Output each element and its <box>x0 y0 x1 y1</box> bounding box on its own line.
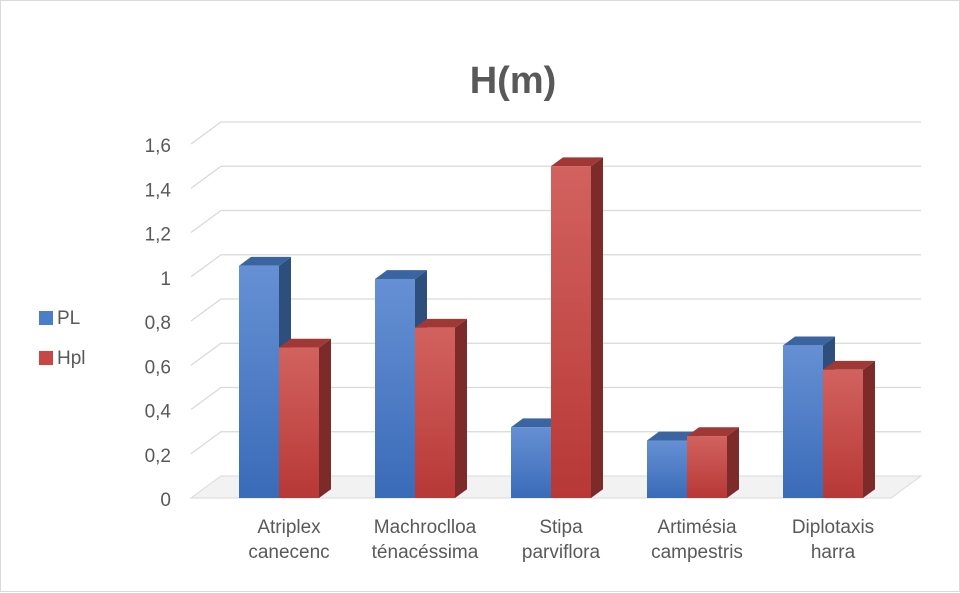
bar-front <box>783 345 823 498</box>
bar-hpl-2 <box>551 157 603 498</box>
legend-label-pl: PL <box>57 308 80 329</box>
y-tick-label: 0,8 <box>145 313 171 334</box>
bar-front <box>551 166 591 498</box>
bar-hpl-0 <box>279 339 331 498</box>
gridline <box>191 122 921 144</box>
bar-front <box>279 348 319 498</box>
bar-side <box>727 427 739 498</box>
y-tick-label: 1,6 <box>145 136 171 157</box>
bar-side <box>319 339 331 498</box>
legend-label-hpl: Hpl <box>57 348 86 369</box>
bar-front <box>375 279 415 498</box>
bar-side <box>591 157 603 498</box>
y-tick-label: 1,2 <box>145 225 171 246</box>
chart-title: H(m) <box>470 60 557 102</box>
bar-front <box>239 266 279 498</box>
bar-side <box>863 361 875 498</box>
bar-front <box>415 328 455 498</box>
legend-swatch-hpl <box>39 351 53 365</box>
y-tick-label: 0,4 <box>145 402 172 423</box>
bar-hpl-1 <box>415 319 467 498</box>
y-tick-label: 1 <box>160 269 171 290</box>
x-tick-label: Machroclloa ténacéssima <box>372 517 479 563</box>
bar-hpl-3 <box>687 427 739 498</box>
x-tick-label: Artimésia campestris <box>651 517 743 563</box>
bar-side <box>455 319 467 498</box>
x-tick-label: Atriplex canecenc <box>248 517 329 563</box>
x-tick-label: Stipa parviflora <box>522 517 601 563</box>
bar-front <box>823 370 863 498</box>
y-tick-label: 0,6 <box>145 357 171 378</box>
y-tick-label: 0 <box>160 490 171 511</box>
bar-front <box>687 436 727 498</box>
bar-front <box>511 427 551 498</box>
bar-front <box>647 440 687 498</box>
legend-swatch-pl <box>39 311 53 325</box>
y-tick-label: 1,4 <box>145 180 172 201</box>
bar-hpl-4 <box>823 361 875 498</box>
y-tick-label: 0,2 <box>145 446 171 467</box>
x-tick-label: Diplotaxis harra <box>792 517 874 563</box>
